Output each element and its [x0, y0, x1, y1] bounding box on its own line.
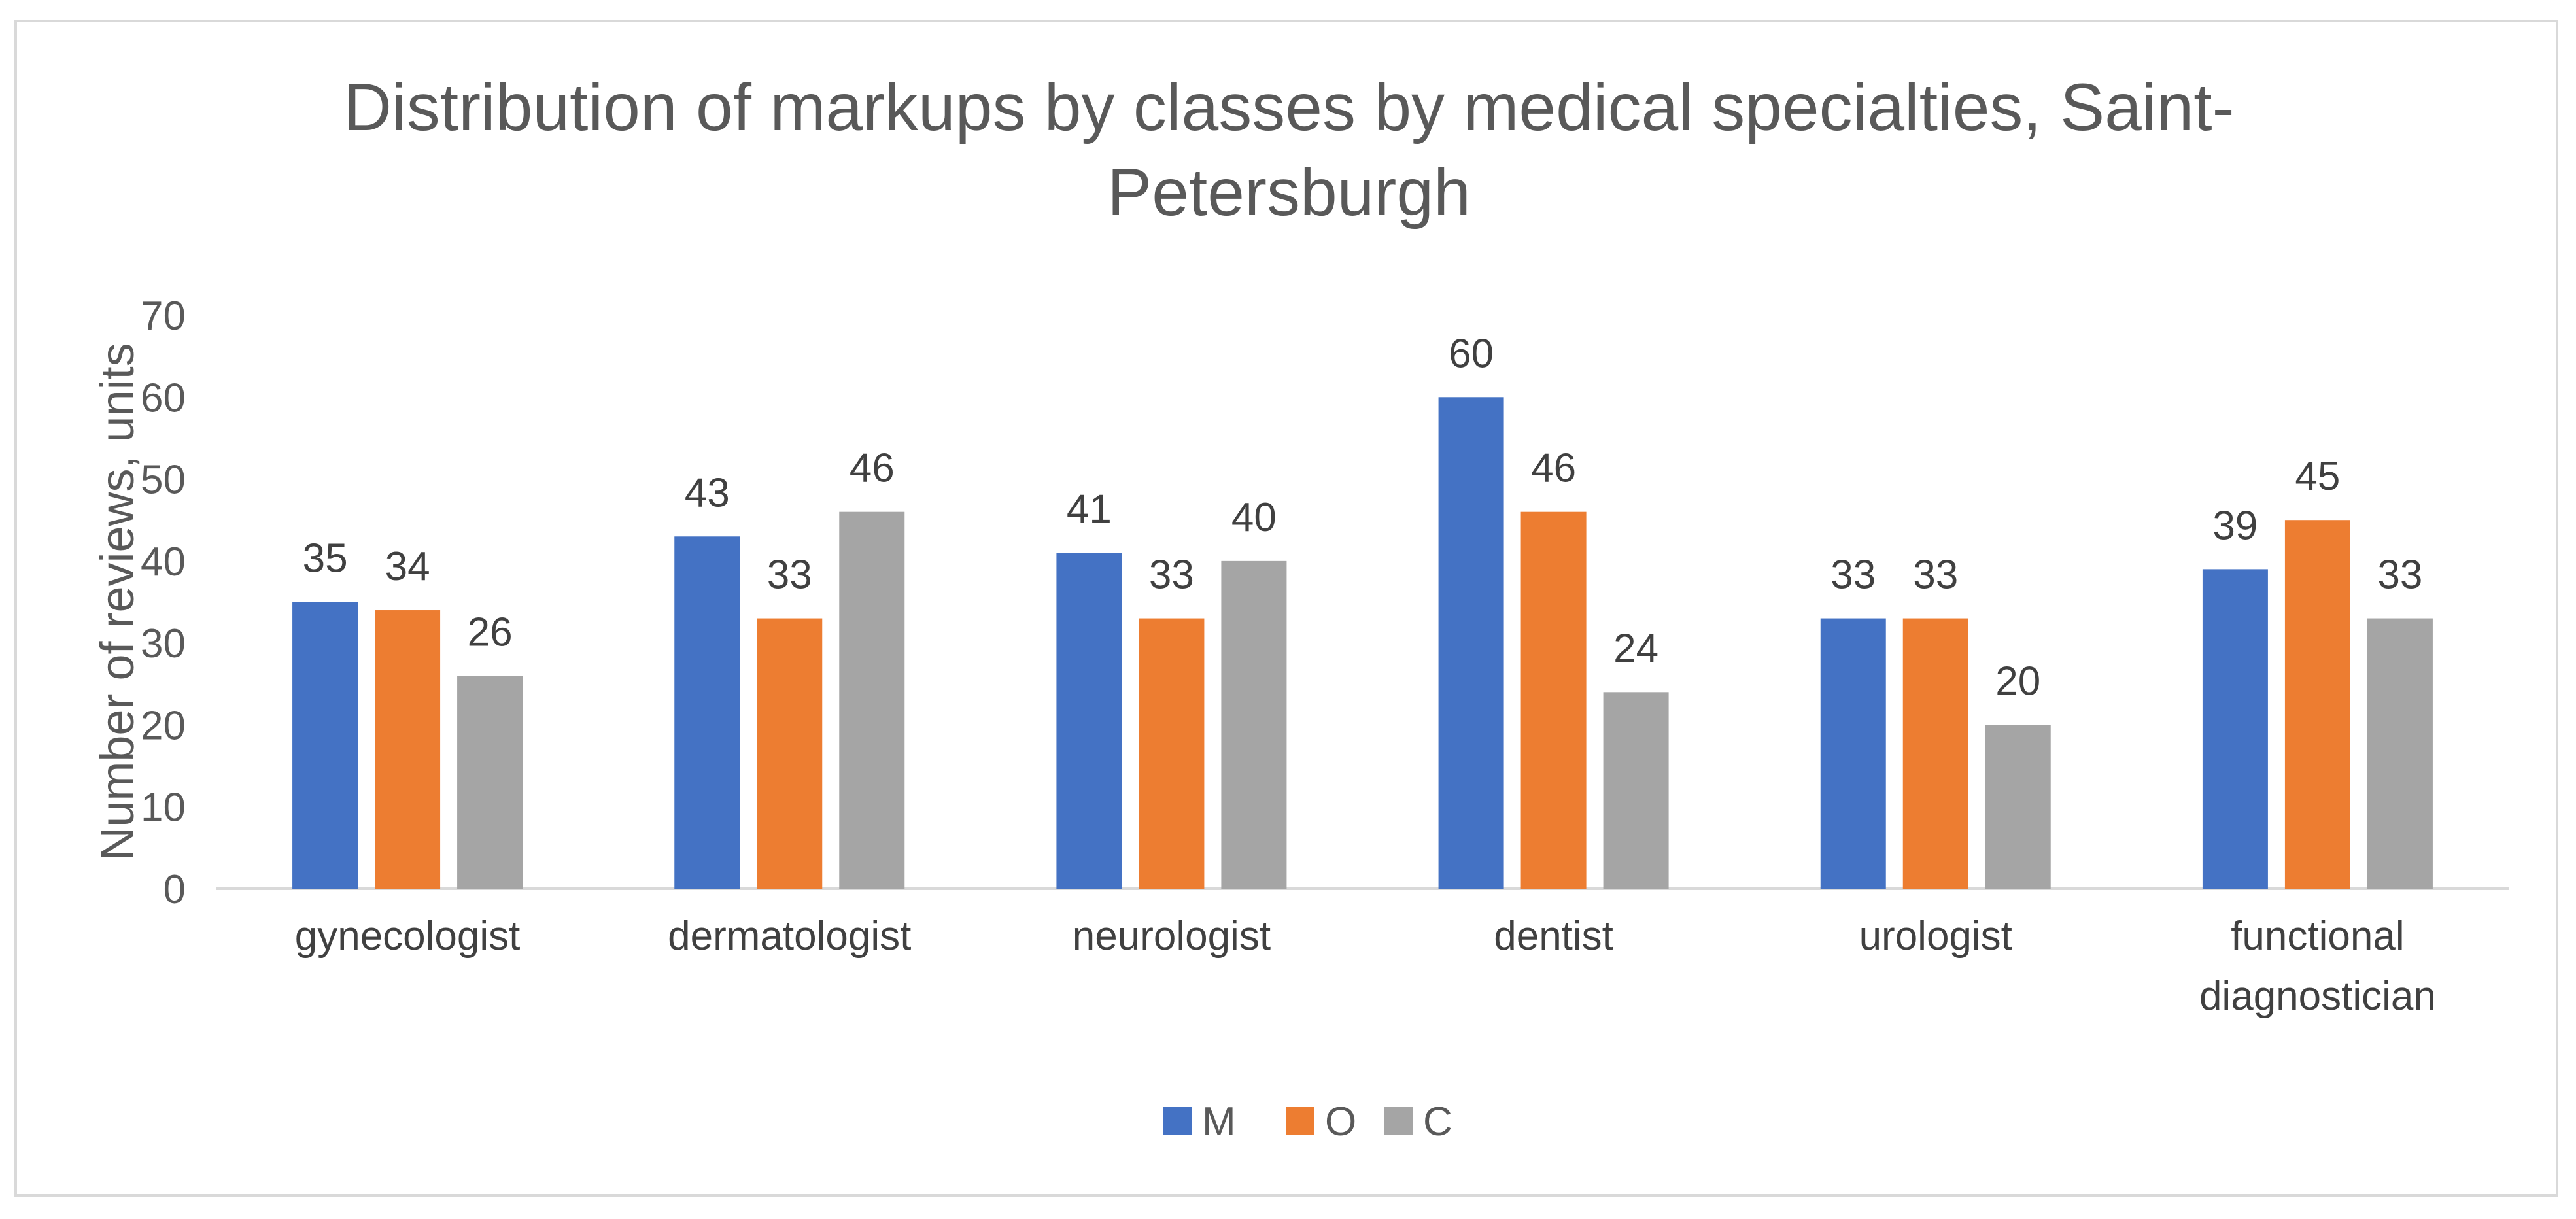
- bar-C-4: [1985, 725, 2051, 889]
- y-tick-label: 60: [141, 375, 186, 421]
- data-label: 43: [685, 470, 730, 515]
- data-label: 41: [1067, 487, 1112, 532]
- legend-label-C: C: [1423, 1099, 1452, 1144]
- y-tick-label: 50: [141, 458, 186, 503]
- bar-O-0: [375, 610, 441, 889]
- legend-swatch-C: [1384, 1107, 1413, 1135]
- bar-C-3: [1603, 692, 1669, 889]
- legend-swatch-O: [1286, 1107, 1314, 1135]
- data-label: 46: [1531, 446, 1576, 491]
- data-label: 33: [2377, 553, 2422, 598]
- chart-frame: Distribution of markups by classes by me…: [14, 20, 2558, 1197]
- chart-title-line-2: Petersburgh: [1107, 155, 1471, 230]
- data-label: 45: [2295, 454, 2340, 499]
- bar-M-2: [1056, 553, 1122, 889]
- data-label: 40: [1231, 495, 1277, 540]
- data-label: 20: [1995, 659, 2040, 704]
- chart-title-line-1: Distribution of markups by classes by me…: [343, 70, 2234, 145]
- bar-O-3: [1520, 511, 1587, 889]
- legend-label-M: M: [1202, 1099, 1236, 1144]
- category-label: functional: [2231, 914, 2404, 959]
- bar-C-5: [2367, 618, 2433, 889]
- bar-M-1: [674, 536, 740, 889]
- data-label: 60: [1449, 331, 1494, 376]
- chart-svg: Distribution of markups by classes by me…: [92, 70, 2509, 1144]
- data-label: 33: [1149, 553, 1194, 598]
- bar-M-4: [1820, 618, 1886, 889]
- data-label: 26: [468, 610, 513, 655]
- category-label: urologist: [1859, 914, 2012, 959]
- data-label: 33: [1830, 553, 1876, 598]
- data-label: 39: [2212, 503, 2258, 548]
- data-label: 34: [385, 544, 430, 589]
- category-label: gynecologist: [295, 914, 521, 959]
- y-tick-label: 20: [141, 703, 186, 748]
- bar-M-3: [1438, 397, 1504, 889]
- bar-M-5: [2202, 569, 2268, 889]
- bar-C-1: [839, 511, 905, 889]
- y-tick-label: 70: [141, 294, 186, 339]
- y-axis-title: Number of reviews, units: [92, 343, 144, 861]
- category-labels: gynecologist dermatologist neurologist dent…: [295, 914, 2436, 1019]
- legend-label-O: O: [1325, 1099, 1356, 1144]
- y-tick-label: 40: [141, 540, 186, 585]
- bar-O-2: [1139, 618, 1205, 889]
- bar-C-0: [457, 676, 523, 889]
- data-label: 24: [1613, 626, 1658, 671]
- bar-M-0: [292, 602, 358, 889]
- y-tick-label: 0: [163, 867, 186, 912]
- legend-swatch-M: [1163, 1107, 1192, 1135]
- data-label: 33: [767, 553, 812, 598]
- y-axis-ticks: 0 10 20 30 40 50 60 70: [141, 294, 186, 912]
- bar-O-4: [1902, 618, 1968, 889]
- category-label: diagnostician: [2199, 974, 2436, 1019]
- y-tick-label: 10: [141, 785, 186, 831]
- category-label: neurologist: [1073, 914, 1271, 959]
- y-tick-label: 30: [141, 621, 186, 666]
- bar-O-1: [757, 618, 823, 889]
- category-label: dentist: [1494, 914, 1613, 959]
- category-label: dermatologist: [668, 914, 911, 959]
- data-label: 33: [1913, 553, 1958, 598]
- bar-C-2: [1221, 560, 1287, 889]
- data-label: 35: [303, 536, 348, 581]
- bars: [292, 397, 2433, 889]
- data-labels: 35 34 26 43 33 46 41 33 40 60 46 24 33 33 20 39 45 33: [303, 331, 2423, 704]
- data-label: 46: [850, 446, 895, 491]
- bar-O-5: [2284, 520, 2350, 889]
